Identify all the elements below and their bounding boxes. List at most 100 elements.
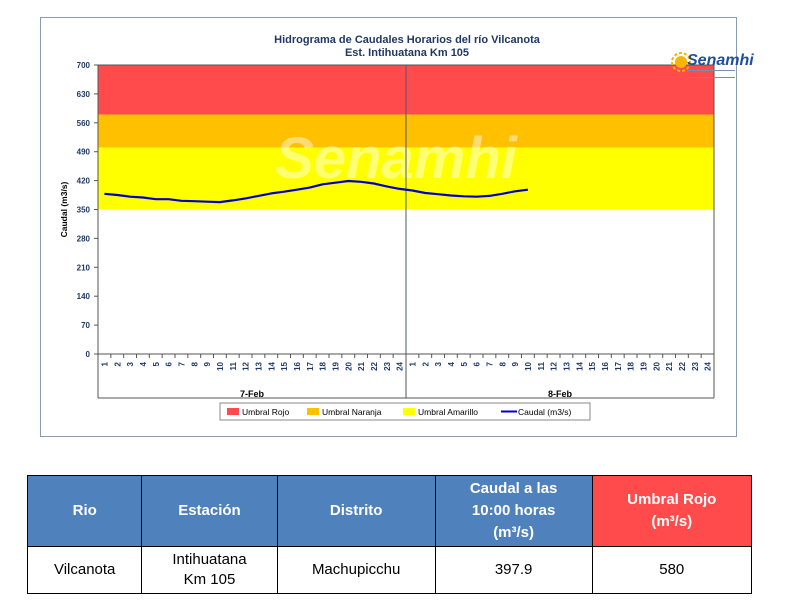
sun-icon	[671, 52, 691, 72]
header-umbral-rojo: Umbral Rojo (m³/s)	[591, 475, 753, 547]
x-tick-label: 17	[306, 361, 315, 370]
x-tick-label: 12	[242, 361, 251, 370]
cell-text-line: Machupicchu	[311, 561, 401, 578]
x-tick-label: 12	[550, 361, 559, 370]
chart-panel: Senamhi 0 70 140 210 280 350 420 490 560 630 700 Cau…	[40, 17, 754, 437]
series-line-caudal	[104, 179, 529, 204]
header-estacion: Estación	[141, 475, 278, 547]
x-tick-label: 11	[229, 361, 238, 370]
cell-text-line: Km 105	[183, 571, 236, 588]
logo-text: Senamhi	[687, 52, 754, 69]
y-tick-label: 350	[77, 206, 91, 215]
y-tick-label: 210	[77, 263, 91, 272]
x-tick-label: 15	[280, 361, 289, 370]
legend-swatch	[227, 408, 239, 415]
watermark-text: Senamhi	[275, 126, 519, 191]
cell-text-line: Distrito	[329, 502, 383, 519]
legend-swatch	[403, 408, 415, 415]
x-tick-label: 9	[203, 361, 212, 366]
table-row: Vilcanota Intihuatana Km 105 Machupicchu …	[26, 546, 753, 594]
x-tick-label: 7	[177, 361, 186, 366]
x-tick-label: 16	[601, 361, 610, 370]
x-tick-label: 1	[408, 361, 417, 366]
x-tick-label: 2	[421, 361, 430, 366]
x-tick-label: 23	[383, 361, 392, 370]
y-tick-label: 70	[81, 321, 90, 330]
x-tick-label: 14	[267, 361, 276, 370]
cell-distrito: Machupicchu	[276, 546, 436, 594]
x-tick-label: 1	[100, 361, 109, 366]
x-tick-label: 11	[537, 361, 546, 370]
x-tick-label: 17	[614, 361, 623, 370]
y-tick-label: 700	[77, 61, 91, 70]
cell-text-line: Rio	[72, 502, 97, 519]
x-tick-label: 24	[396, 361, 405, 370]
x-tick-label: 6	[165, 361, 174, 366]
cell-umbral-rojo: 580	[591, 546, 753, 594]
x-tick-label: 20	[652, 361, 661, 370]
x-tick-label: 5	[152, 361, 161, 366]
x-tick-label: 5	[460, 361, 469, 366]
header-rio: Rio	[26, 475, 143, 547]
y-tick-label: 140	[77, 292, 91, 301]
legend-swatch	[307, 408, 319, 415]
legend-label: Umbral Naranja	[322, 407, 382, 417]
day-label: 8-Feb	[548, 389, 573, 399]
x-tick-label: 10	[524, 361, 533, 370]
x-tick-label: 21	[357, 361, 366, 370]
y-tick-label: 560	[77, 119, 91, 128]
cell-text-line: Vilcanota	[53, 561, 116, 578]
x-tick-label: 13	[562, 361, 571, 370]
x-tick-label: 4	[447, 361, 456, 366]
chart-title: Hidrograma de Caudales Horarios del río …	[274, 34, 541, 46]
x-tick-label: 2	[113, 361, 122, 366]
cell-text-line: 580	[659, 561, 685, 578]
cell-estacion: Intihuatana Km 105	[141, 546, 278, 594]
y-tick-label: 280	[77, 234, 91, 243]
x-tick-label: 3	[126, 361, 135, 366]
cell-text-line: Intihuatana	[172, 551, 247, 568]
y-tick-label: 490	[77, 148, 91, 157]
x-tick-label: 18	[319, 361, 328, 370]
y-tick-label: 0	[86, 350, 91, 359]
cell-text-line: Caudal a las	[469, 480, 558, 497]
y-tick-label: 630	[77, 90, 91, 99]
hydrograph-chart: Senamhi070140210280350420490560630700Cau…	[59, 34, 715, 421]
x-tick-label: 15	[588, 361, 597, 370]
x-tick-label: 23	[691, 361, 700, 370]
cell-text-line: 10:00 horas	[471, 502, 556, 519]
x-tick-label: 22	[370, 361, 379, 370]
cell-rio: Vilcanota	[26, 546, 143, 594]
legend-label: Umbral Amarillo	[418, 407, 478, 417]
cell-text-line: Umbral Rojo	[627, 491, 717, 508]
x-tick-label: 8	[498, 361, 507, 366]
senamhi-logo: Senamhi	[671, 46, 754, 80]
x-tick-label: 18	[627, 361, 636, 370]
x-tick-label: 3	[434, 361, 443, 366]
station-table: Rio Estación Distrito Caudal a las 10:00 …	[26, 475, 753, 594]
x-tick-label: 8	[190, 361, 199, 366]
header-distrito: Distrito	[276, 475, 436, 547]
legend-label: Umbral Rojo	[242, 407, 290, 417]
header-caudal: Caudal a las 10:00 horas (m³/s)	[434, 475, 593, 547]
table-header-row: Rio Estación Distrito Caudal a las 10:00 …	[26, 475, 753, 547]
day-label: 7-Feb	[240, 389, 265, 399]
x-tick-label: 19	[639, 361, 648, 370]
chart-subtitle: Est. Intihuatana Km 105	[345, 47, 469, 59]
cell-caudal: 397.9	[434, 546, 593, 594]
x-tick-label: 7	[485, 361, 494, 366]
x-tick-label: 6	[473, 361, 482, 366]
x-tick-label: 19	[331, 361, 340, 370]
x-tick-label: 16	[293, 361, 302, 370]
x-tick-label: 20	[344, 361, 353, 370]
x-tick-label: 9	[511, 361, 520, 366]
y-axis-label: Caudal (m3/s)	[59, 181, 69, 237]
cell-text-line: 397.9	[494, 561, 533, 578]
y-tick-label: 420	[77, 177, 91, 186]
cell-text-line: (m³/s)	[651, 513, 693, 530]
x-tick-label: 4	[139, 361, 148, 366]
x-tick-label: 21	[665, 361, 674, 370]
x-tick-label: 24	[704, 361, 713, 370]
cell-text-line: (m³/s)	[493, 524, 535, 541]
x-tick-label: 22	[678, 361, 687, 370]
